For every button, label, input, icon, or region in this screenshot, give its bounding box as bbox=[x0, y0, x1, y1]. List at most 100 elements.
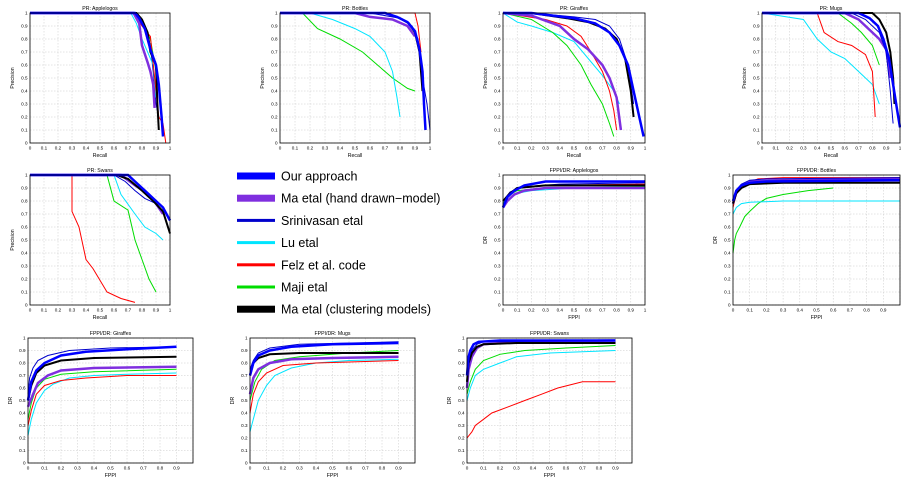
x-tick-label: 0.6 bbox=[124, 466, 131, 471]
x-tick-label: 0.3 bbox=[69, 146, 76, 151]
x-tick-label: 0.2 bbox=[497, 466, 504, 471]
x-tick-label: 0.9 bbox=[883, 146, 890, 151]
x-tick-label: 1 bbox=[644, 308, 647, 313]
x-tick-label: 0.4 bbox=[83, 308, 90, 313]
x-tick-label: 0.7 bbox=[140, 466, 147, 471]
y-axis-label: Precision bbox=[10, 67, 16, 88]
series-line bbox=[249, 360, 399, 414]
chart-1: 0 0.1 0.2 0.3 0.4 0.5 0.6 0.7 0.8 0.9 1 0 0.1 0.2 0.3 0… bbox=[10, 6, 172, 159]
series-line bbox=[731, 178, 901, 202]
x-tick-label: 0.5 bbox=[329, 466, 336, 471]
legend-label: Ma etal (hand drawn−model) bbox=[281, 192, 440, 206]
x-axis-label: FPPI bbox=[544, 473, 556, 479]
x-tick-label: 0.9 bbox=[612, 466, 619, 471]
y-tick-label: 0.4 bbox=[19, 411, 26, 416]
y-tick-label: 0.7 bbox=[19, 373, 26, 378]
y-tick-label: 0.2 bbox=[271, 115, 278, 120]
chart-title: FPPI/DR: Applelogos bbox=[550, 168, 599, 174]
x-axis-label: FPPI bbox=[568, 315, 580, 321]
y-tick-label: 0.1 bbox=[271, 128, 278, 133]
y-tick-label: 0.5 bbox=[271, 76, 278, 81]
y-tick-label: 0.1 bbox=[241, 448, 248, 453]
x-tick-label: 0.1 bbox=[41, 466, 48, 471]
y-tick-label: 0.1 bbox=[494, 290, 501, 295]
x-tick-label: 0.1 bbox=[263, 466, 270, 471]
y-tick-label: 0 bbox=[728, 303, 731, 308]
y-tick-label: 0.4 bbox=[494, 89, 501, 94]
y-axis-label: Precision bbox=[10, 229, 16, 250]
series-line bbox=[30, 11, 165, 137]
y-tick-label: 0.9 bbox=[241, 348, 248, 353]
x-tick-label: 0.2 bbox=[528, 146, 535, 151]
series-line bbox=[26, 365, 177, 408]
y-tick-label: 0 bbox=[23, 461, 26, 466]
y-tick-label: 0.5 bbox=[19, 398, 26, 403]
x-tick-label: 0.1 bbox=[773, 146, 780, 151]
y-axis-label: Precision bbox=[483, 67, 489, 88]
y-tick-label: 0.4 bbox=[271, 89, 278, 94]
y-tick-label: 0.8 bbox=[241, 361, 248, 366]
legend-swatch bbox=[237, 305, 275, 313]
series-line bbox=[465, 339, 616, 389]
axes-box bbox=[466, 337, 633, 464]
x-tick-label: 0.9 bbox=[153, 308, 160, 313]
series-line bbox=[465, 339, 616, 376]
chart-7: 0 0.1 0.2 0.3 0.4 0.5 0.6 0.7 0.8 0.9 0 0.1 0.2 0.3 0.… bbox=[713, 168, 901, 321]
x-axis-label: Recall bbox=[567, 153, 581, 159]
series-line bbox=[280, 12, 401, 118]
legend-swatch bbox=[237, 241, 275, 245]
x-tick-label: 0.3 bbox=[513, 466, 520, 471]
y-tick-label: 0.9 bbox=[724, 186, 731, 191]
y-tick-label: 0.1 bbox=[21, 128, 28, 133]
y-tick-label: 0.1 bbox=[458, 448, 465, 453]
y-tick-label: 0.8 bbox=[753, 37, 760, 42]
y-tick-label: 0.5 bbox=[21, 238, 28, 243]
y-tick-label: 0 bbox=[275, 141, 278, 146]
y-tick-label: 0 bbox=[462, 461, 465, 466]
series-line bbox=[27, 355, 177, 401]
series-line bbox=[30, 174, 171, 234]
chart-title: FPPI/DR: Swans bbox=[530, 331, 569, 337]
x-axis-label: Recall bbox=[93, 315, 107, 321]
series-line bbox=[503, 11, 645, 137]
series-line bbox=[732, 200, 900, 215]
x-tick-label: 0.4 bbox=[337, 146, 344, 151]
y-tick-label: 0.1 bbox=[21, 290, 28, 295]
y-tick-label: 0.1 bbox=[19, 448, 26, 453]
chart-title: FPPI/DR: Giraffes bbox=[90, 331, 132, 337]
y-tick-label: 0.7 bbox=[271, 50, 278, 55]
y-tick-label: 0.8 bbox=[494, 199, 501, 204]
series-line bbox=[30, 12, 157, 98]
axes-box bbox=[29, 12, 171, 144]
x-axis-label: Recall bbox=[348, 153, 362, 159]
y-tick-label: 1 bbox=[23, 336, 26, 341]
x-tick-label: 0.3 bbox=[69, 308, 76, 313]
x-tick-label: 0.2 bbox=[55, 146, 62, 151]
y-tick-label: 0.6 bbox=[494, 225, 501, 230]
x-tick-label: 0 bbox=[29, 308, 32, 313]
chart-title: PR: Applelogos bbox=[82, 6, 118, 12]
series-line bbox=[732, 187, 834, 254]
series-line bbox=[501, 180, 645, 208]
series-line bbox=[502, 12, 620, 105]
x-tick-label: 0.9 bbox=[153, 146, 160, 151]
x-tick-label: 0 bbox=[502, 308, 505, 313]
y-tick-label: 0.6 bbox=[271, 63, 278, 68]
series-line bbox=[27, 346, 177, 395]
y-tick-label: 1 bbox=[728, 173, 731, 178]
legend-swatch bbox=[237, 263, 275, 267]
series-line bbox=[30, 11, 156, 108]
series-line bbox=[502, 12, 615, 137]
x-axis-label: FPPI bbox=[327, 473, 339, 479]
x-axis-label: FPPI bbox=[811, 315, 823, 321]
x-tick-label: 1 bbox=[429, 146, 432, 151]
legend-label: Ma etal (clustering models) bbox=[281, 303, 431, 317]
y-tick-label: 0 bbox=[25, 303, 28, 308]
chart-9: 0 0.1 0.2 0.3 0.4 0.5 0.6 0.7 0.8 0.9 0 0.1 0.2 0.3 0.… bbox=[230, 331, 416, 479]
x-tick-label: 0.5 bbox=[571, 146, 578, 151]
y-tick-label: 0.5 bbox=[241, 398, 248, 403]
legend-label: Maji etal bbox=[281, 281, 328, 295]
x-tick-label: 0.6 bbox=[842, 146, 849, 151]
x-tick-label: 0.4 bbox=[313, 466, 320, 471]
y-tick-label: 0.8 bbox=[458, 361, 465, 366]
